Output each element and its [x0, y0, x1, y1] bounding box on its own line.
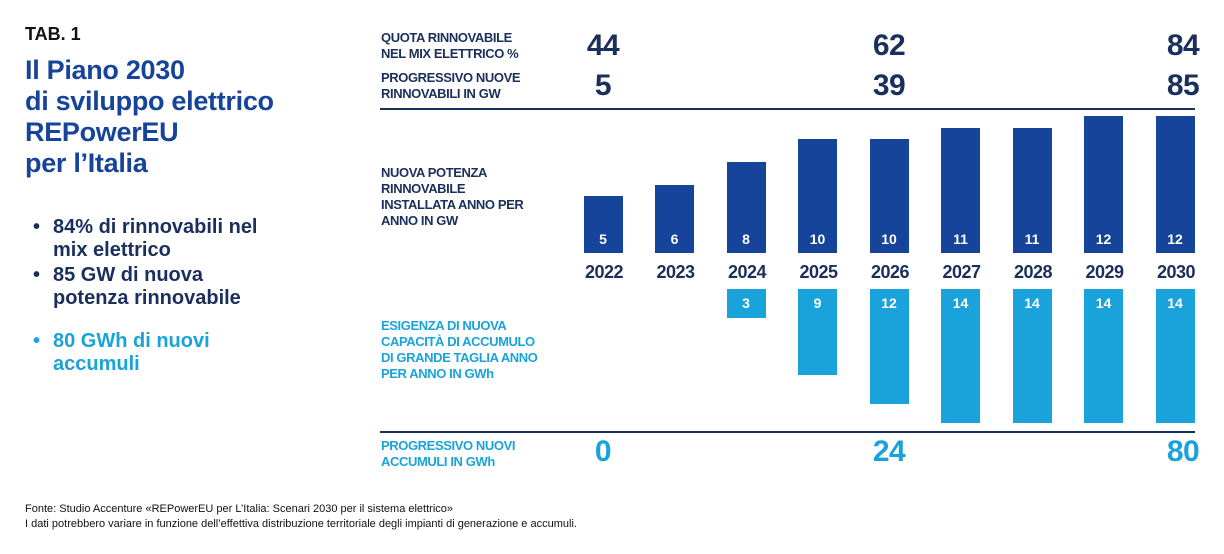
bar-value-label: 12 — [1167, 230, 1183, 247]
bullet-text: accumuli — [53, 353, 140, 375]
label-line: DI GRANDE TAGLIA ANNO — [381, 350, 538, 365]
label-line: ANNO IN GW — [381, 213, 458, 228]
footer-source: Fonte: Studio Accenture «REPowerEU per L… — [25, 503, 454, 515]
bar-value-label: 11 — [953, 230, 968, 247]
title-line: REPowerEU — [25, 117, 179, 147]
bar-value-label: 14 — [1024, 295, 1040, 311]
summary-value: 0 — [594, 435, 612, 468]
summary-row-label: PROGRESSIVO NUOVI ACCUMULI IN GWh — [381, 438, 515, 470]
bar-value-label: 14 — [1167, 295, 1183, 311]
label-line: RINNOVABILE — [381, 181, 466, 196]
label-line: PER ANNO IN GWh — [381, 366, 494, 381]
year-label: 2029 — [1085, 262, 1124, 282]
title-line: per l’Italia — [25, 148, 148, 178]
bar-renewable: 11 — [1012, 127, 1052, 253]
divider-line — [380, 108, 1195, 110]
footer-note: I dati potrebbero variare in funzione de… — [25, 518, 577, 530]
bullet-text: mix elettrico — [53, 239, 171, 261]
bar-storage: 14 — [941, 289, 980, 424]
bullet-text: 80 GWh di nuovi — [53, 330, 210, 352]
bar-storage: 14 — [1155, 289, 1195, 424]
bar-value-label: 3 — [742, 295, 750, 311]
bar-storage: 14 — [1084, 289, 1123, 424]
label-line: PROGRESSIVO NUOVE — [381, 70, 521, 85]
bar-value-label: 10 — [881, 231, 897, 247]
bar-renewable: 8 — [726, 161, 766, 253]
year-label: 2026 — [870, 262, 910, 282]
bar-renewable: 6 — [655, 184, 694, 253]
year-label: 2025 — [799, 262, 838, 282]
series-label: NUOVA POTENZA RINNOVABILE INSTALLATA ANNO … — [381, 165, 524, 229]
label-line: QUOTA RINNOVABILE — [381, 30, 512, 45]
label-line: CAPACITÀ DI ACCUMULO — [381, 334, 535, 349]
bar-storage: 9 — [798, 289, 837, 376]
summary-value: 85 — [1166, 69, 1200, 102]
bar-storage: 3 — [726, 289, 766, 318]
summary-value: 84 — [1166, 29, 1200, 62]
label-line: PROGRESSIVO NUOVI — [381, 438, 516, 453]
summary-value: 62 — [872, 29, 906, 62]
label-line: ESIGENZA DI NUOVA — [381, 318, 507, 333]
bullet-text: 84% di rinnovabili nel — [53, 216, 258, 238]
bullet-icon: • — [33, 330, 41, 352]
label-line: ACCUMULI IN GWh — [381, 454, 495, 469]
label-line: NEL MIX ELETTRICO % — [381, 46, 519, 61]
title-line: Il Piano 2030 — [25, 55, 185, 85]
summary-row-label: QUOTA RINNOVABILE NEL MIX ELETTRICO % — [381, 30, 519, 62]
bar-value-label: 14 — [952, 295, 969, 311]
bullet-icon: • — [33, 264, 41, 286]
year-label: 2028 — [1013, 262, 1053, 282]
divider-line — [380, 431, 1195, 433]
bar-renewable: 11 — [941, 127, 980, 253]
bullet-item: • 85 GW di nuova potenza rinnovabile — [33, 264, 241, 310]
bar-renewable: 10 — [798, 139, 837, 253]
title-line: di sviluppo elettrico — [25, 86, 274, 116]
summary-value: 80 — [1166, 435, 1200, 468]
bar-value-label: 10 — [809, 231, 826, 247]
bar-renewable: 12 — [1155, 116, 1195, 253]
year-label: 2023 — [656, 262, 695, 282]
bar-renewable: 12 — [1084, 116, 1123, 253]
bar-value-label: 9 — [813, 295, 822, 311]
year-label: 2022 — [584, 262, 624, 282]
year-label: 2027 — [942, 262, 981, 282]
bar-value-label: 12 — [1095, 230, 1112, 247]
bar-value-label: 14 — [1095, 295, 1112, 311]
year-label: 2030 — [1156, 262, 1196, 282]
series-label: ESIGENZA DI NUOVA CAPACITÀ DI ACCUMULO DI … — [381, 318, 538, 382]
bar-renewable: 5 — [583, 196, 623, 253]
bar-value-label: 11 — [1024, 230, 1040, 247]
bullet-text: 85 GW di nuova — [53, 264, 204, 286]
summary-value: 44 — [586, 29, 620, 62]
bar-value-label: 12 — [881, 295, 897, 311]
bullet-item: • 84% di rinnovabili nel mix elettrico — [33, 216, 258, 262]
bullet-icon: • — [33, 216, 41, 238]
summary-row-label: PROGRESSIVO NUOVE RINNOVABILI IN GW — [381, 70, 521, 102]
bar-value-label: 8 — [742, 230, 750, 247]
summary-value: 24 — [872, 435, 906, 468]
year-label: 2024 — [727, 262, 767, 282]
summary-value: 5 — [594, 69, 612, 102]
bar-renewable: 10 — [869, 139, 909, 253]
summary-value: 39 — [872, 69, 906, 102]
bar-storage: 12 — [869, 289, 909, 405]
label-line: RINNOVABILI IN GW — [381, 86, 501, 101]
bullet-text: potenza rinnovabile — [53, 287, 241, 309]
bar-storage: 14 — [1012, 289, 1052, 424]
bar-value-label: 6 — [670, 230, 679, 247]
bullet-item: • 80 GWh di nuovi accumuli — [33, 330, 210, 376]
label-line: INSTALLATA ANNO PER — [381, 197, 524, 212]
label-line: NUOVA POTENZA — [381, 165, 488, 180]
page-title: Il Piano 2030 di sviluppo elettrico REPo… — [25, 55, 274, 179]
table-number: TAB. 1 — [25, 24, 81, 44]
bar-value-label: 5 — [599, 231, 607, 247]
